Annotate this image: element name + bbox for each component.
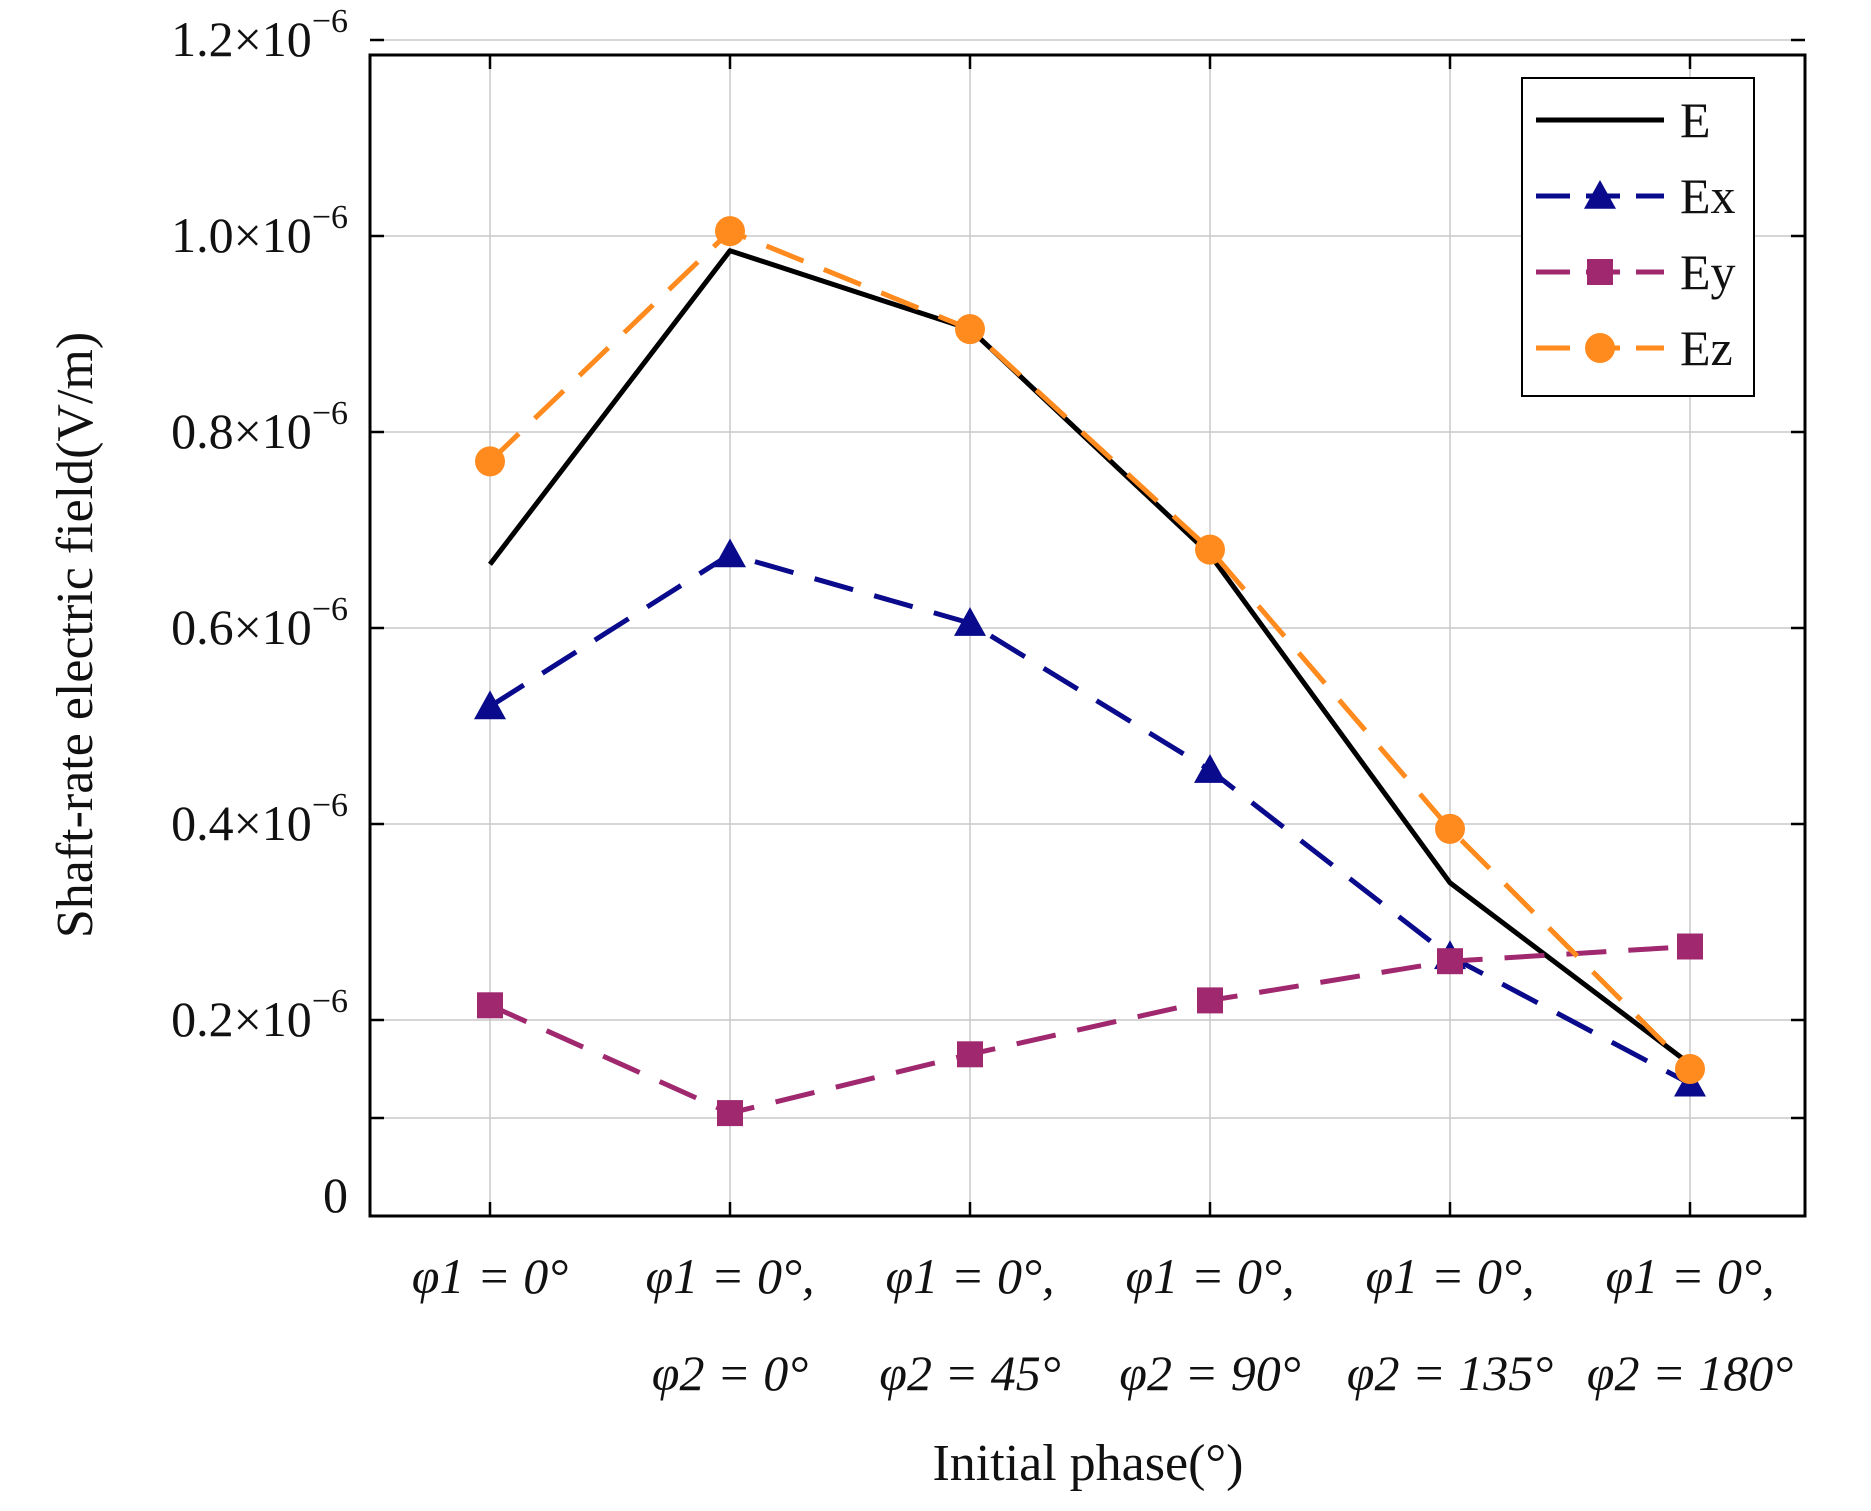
point-ey <box>717 1100 743 1127</box>
y-tick-label: 0.2×10−6 <box>171 983 348 1047</box>
y-tick-label: 0 <box>323 1167 348 1223</box>
legend: E Ex Ey Ez <box>1521 77 1755 397</box>
y-tick-exponent: −6 <box>312 591 348 628</box>
x-tick-label-line1: φ1 = 0°, <box>1126 1248 1295 1304</box>
y-tick-exponent: −6 <box>312 395 348 432</box>
x-tick-label-line1: φ1 = 0° <box>412 1248 568 1304</box>
y-tick-label: 1.2×10−6 <box>171 3 348 67</box>
y-tick-label: 0.6×10−6 <box>171 591 348 655</box>
y-tick-exponent: −6 <box>312 199 348 236</box>
y-tick-label-text: 0.8×10 <box>171 403 312 459</box>
x-tick-label-line1: φ1 = 0°, <box>1366 1248 1535 1304</box>
point-ez <box>1195 534 1225 565</box>
series-layer <box>474 216 1706 1127</box>
y-axis: 00.2×10−60.4×10−60.6×10−60.8×10−61.0×10−… <box>171 3 1805 1223</box>
point-ey <box>1197 987 1223 1014</box>
y-tick-label: 0.4×10−6 <box>171 787 348 851</box>
y-tick-label: 1.0×10−6 <box>171 199 348 263</box>
y-tick-label-text: 0.4×10 <box>171 795 312 851</box>
y-tick-label-text: 0.2×10 <box>171 991 312 1047</box>
point-ex <box>474 690 506 720</box>
point-ey <box>957 1041 983 1068</box>
x-tick-label-line1: φ1 = 0°, <box>646 1248 815 1304</box>
grid <box>370 39 1805 1216</box>
series-line-e <box>488 248 1692 1067</box>
y-axis-label: Shaft-rate electric field(V/m) <box>47 332 104 938</box>
x-tick-label-line1: φ1 = 0°, <box>886 1248 1055 1304</box>
x-tick-label-line2: φ2 = 135° <box>1347 1345 1553 1401</box>
series-line-ex <box>488 552 1692 1086</box>
legend-label-e: E <box>1680 92 1711 148</box>
y-tick-exponent: −6 <box>312 3 348 40</box>
point-ex <box>714 538 746 568</box>
legend-label-ez: Ez <box>1680 320 1733 376</box>
x-tick-label-line2: φ2 = 0° <box>652 1345 808 1401</box>
y-tick-exponent: −6 <box>312 787 348 824</box>
x-tick-label-line2: φ2 = 90° <box>1119 1345 1300 1401</box>
y-tick-label: 0.8×10−6 <box>171 395 348 459</box>
series-line-ez <box>488 228 1692 1071</box>
point-ey <box>477 992 503 1019</box>
legend-box <box>1521 77 1755 397</box>
x-tick-label-line1: φ1 = 0°, <box>1606 1248 1775 1304</box>
legend-marker-ex <box>1584 180 1616 209</box>
x-tick-label-line2: φ2 = 45° <box>879 1345 1060 1401</box>
legend-marker-ez <box>1585 333 1615 363</box>
point-ey <box>1437 948 1463 975</box>
y-tick-exponent: −6 <box>312 983 348 1020</box>
y-tick-label-text: 1.2×10 <box>171 11 312 67</box>
y-tick-label-text: 0 <box>323 1167 348 1223</box>
legend-label-ey: Ey <box>1680 244 1736 300</box>
point-ex <box>954 607 986 636</box>
x-axis-label: Initial phase(°) <box>932 1435 1243 1492</box>
point-ey <box>1677 933 1703 960</box>
point-ez <box>1435 813 1465 844</box>
point-ez <box>955 314 985 345</box>
y-tick-label-text: 0.6×10 <box>171 599 312 655</box>
series-line-ey <box>488 944 1691 1116</box>
legend-label-ex: Ex <box>1680 168 1736 224</box>
point-ez <box>1675 1054 1705 1084</box>
point-ex <box>1194 754 1226 783</box>
plot-frame <box>368 53 1807 1218</box>
point-ez <box>715 216 745 247</box>
x-tick-label-line2: φ2 = 180° <box>1587 1345 1793 1401</box>
y-tick-label-text: 1.0×10 <box>171 207 312 263</box>
legend-marker-ey <box>1587 259 1613 285</box>
x-axis: φ1 = 0° φ1 = 0°, φ2 = 0° φ1 = 0°, φ2 = 45° φ1… <box>412 55 1793 1401</box>
point-ez <box>475 446 505 477</box>
